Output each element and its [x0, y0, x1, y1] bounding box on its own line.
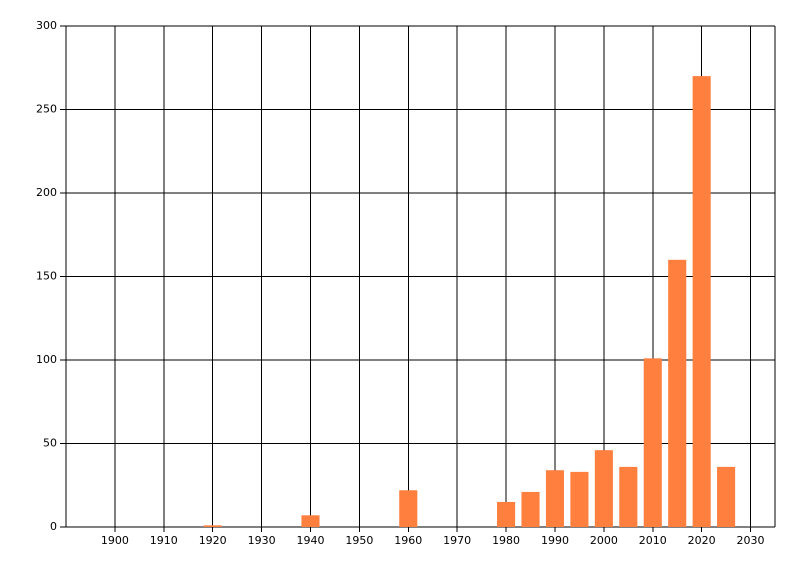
x-tick-label: 2000: [590, 534, 618, 547]
bar: [619, 466, 638, 527]
bar: [643, 358, 662, 527]
bar: [668, 259, 687, 527]
x-tick-label: 1940: [296, 534, 324, 547]
x-tick-label: 1910: [150, 534, 178, 547]
x-tick-label: 2030: [737, 534, 765, 547]
y-tick-label: 50: [43, 437, 57, 450]
x-tick-label: 2010: [639, 534, 667, 547]
y-tick-label: 100: [36, 353, 57, 366]
bar: [301, 515, 320, 527]
y-tick-label: 0: [50, 520, 57, 533]
x-tick-label: 1950: [345, 534, 373, 547]
y-tick-label: 150: [36, 270, 57, 283]
bar: [570, 471, 589, 527]
bar: [594, 450, 613, 527]
y-tick-label: 200: [36, 186, 57, 199]
bar: [692, 76, 711, 527]
y-tick-label: 300: [36, 19, 57, 32]
x-tick-label: 1990: [541, 534, 569, 547]
bar: [399, 490, 418, 527]
x-tick-label: 1900: [101, 534, 129, 547]
x-tick-label: 2020: [688, 534, 716, 547]
bar: [545, 470, 565, 527]
x-tick-label: 1970: [443, 534, 471, 547]
bar: [497, 501, 516, 527]
x-tick-label: 1960: [394, 534, 422, 547]
x-tick-label: 1930: [248, 534, 276, 547]
bar: [717, 466, 736, 527]
bar: [521, 491, 540, 527]
x-tick-label: 1920: [199, 534, 227, 547]
x-tick-label: 1980: [492, 534, 520, 547]
y-tick-label: 250: [36, 103, 57, 116]
bar: [203, 525, 222, 527]
